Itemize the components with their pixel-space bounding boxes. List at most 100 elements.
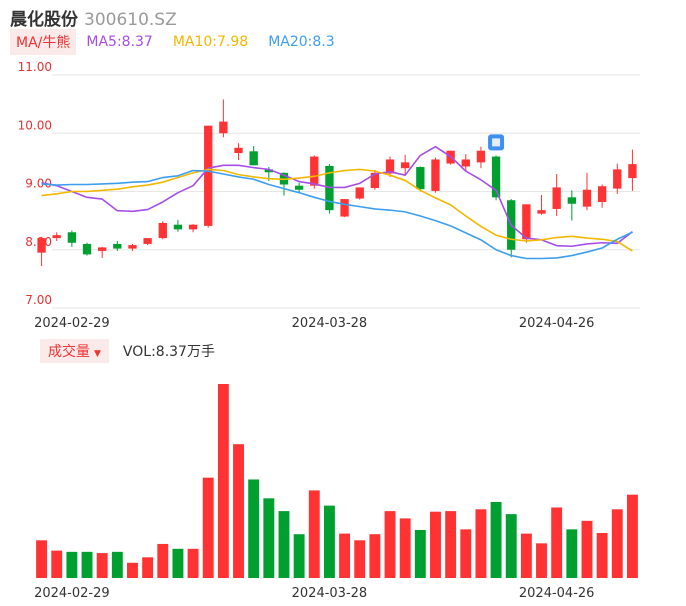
volume-bar xyxy=(505,514,517,578)
ma-line-ma10 xyxy=(41,168,633,252)
volume-toggle-label: 成交量 xyxy=(48,344,90,360)
volume-bar xyxy=(551,507,563,578)
candle-body xyxy=(416,167,425,190)
volume-bar xyxy=(66,551,78,578)
volume-bar xyxy=(278,511,290,578)
volume-bar xyxy=(142,557,154,578)
volume-bar xyxy=(566,529,578,578)
volume-bar xyxy=(399,518,411,578)
volume-bar xyxy=(384,511,396,578)
volume-bar xyxy=(81,551,93,578)
news-marker-glyph xyxy=(492,138,501,147)
volume-bar xyxy=(293,534,305,578)
ma-line-ma5 xyxy=(41,145,633,248)
volume-bar xyxy=(430,511,441,578)
news-marker-icon xyxy=(488,134,505,151)
volume-toggle-button[interactable]: 成交量 ▼ xyxy=(40,339,109,363)
candle-body xyxy=(476,150,486,163)
candle-body xyxy=(597,186,607,202)
candle-body xyxy=(461,159,470,167)
volume-bar xyxy=(51,550,63,578)
candle-body xyxy=(537,210,546,214)
volume-bar xyxy=(202,477,214,578)
ma10-legend: MA10:7.98 xyxy=(172,34,249,50)
price-chart[interactable]: 7.008.009.0010.0011.002024-02-292024-03-… xyxy=(0,0,686,335)
volume-bar xyxy=(323,505,335,578)
ma20-legend: MA20:8.3 xyxy=(268,34,335,50)
price-tick-label: 11.00 xyxy=(18,60,52,74)
price-tick-label: 7.00 xyxy=(25,293,52,307)
candle-body xyxy=(82,243,92,255)
candle-body xyxy=(219,121,228,134)
candle-body xyxy=(143,238,152,244)
price-x-tick-label: 2024-03-28 xyxy=(292,316,368,331)
candle-body xyxy=(385,159,395,174)
candle-body xyxy=(67,232,77,243)
price-tick-label: 10.00 xyxy=(18,118,52,132)
candle-body xyxy=(204,125,213,226)
volume-bar xyxy=(490,501,502,578)
volume-bar xyxy=(445,511,457,578)
volume-bar xyxy=(127,562,138,578)
price-tick-label: 9.00 xyxy=(25,177,52,191)
stock-title: 晨化股份 300610.SZ xyxy=(10,5,177,30)
caret-down-icon: ▼ xyxy=(94,349,101,359)
volume-bar xyxy=(263,498,275,578)
volume-x-tick-label: 2024-04-26 xyxy=(519,586,595,601)
volume-bar xyxy=(172,548,184,578)
volume-bar xyxy=(339,533,351,578)
ma5-legend: MA5:8.37 xyxy=(86,34,153,50)
volume-bar xyxy=(96,553,108,578)
candle-body xyxy=(128,245,137,249)
candle-body xyxy=(582,189,592,207)
volume-bar xyxy=(475,509,487,578)
volume-value: VOL:8.37万手 xyxy=(122,344,215,360)
volume-legend: 成交量 ▼ VOL:8.37万手 xyxy=(40,339,215,363)
candle-body xyxy=(552,187,561,209)
volume-bar xyxy=(111,551,123,578)
candle-body xyxy=(431,159,440,191)
candle-body xyxy=(401,162,410,169)
volume-bar xyxy=(596,532,608,578)
volume-bar xyxy=(157,543,169,578)
volume-bar xyxy=(187,548,199,578)
candle-body xyxy=(52,235,61,239)
candle-body xyxy=(98,247,107,251)
volume-bar xyxy=(308,490,320,578)
candle-body xyxy=(294,185,304,190)
volume-bar xyxy=(581,520,593,578)
candle-body xyxy=(37,238,46,253)
volume-bar xyxy=(233,444,244,578)
candle-body xyxy=(188,224,198,230)
volume-bar xyxy=(536,543,547,578)
volume-bar xyxy=(354,540,366,578)
candle-body xyxy=(628,164,637,179)
candle-body xyxy=(158,222,167,239)
candle-body xyxy=(249,151,258,166)
candle-body xyxy=(234,147,243,154)
ma-toggle-button[interactable]: MA/牛熊 xyxy=(10,29,77,55)
volume-bar xyxy=(217,384,229,578)
price-x-tick-label: 2024-02-29 xyxy=(34,316,110,331)
candle-body xyxy=(310,156,319,186)
candle-body xyxy=(567,197,576,204)
candle-body xyxy=(613,169,622,189)
candle-body xyxy=(522,204,531,240)
candle-body xyxy=(173,224,183,230)
volume-bar xyxy=(248,479,260,578)
volume-bar xyxy=(369,534,381,578)
candle-body xyxy=(264,169,273,173)
candle-body xyxy=(370,172,380,189)
volume-bar xyxy=(414,529,426,578)
stock-code: 300610.SZ xyxy=(84,10,177,30)
candle-body xyxy=(355,187,364,199)
ma-line-ma20 xyxy=(41,169,633,260)
volume-chart[interactable]: 2024-02-29 2024-03-28 2024-04-26 xyxy=(0,366,686,606)
volume-bar xyxy=(626,494,638,578)
volume-bar xyxy=(460,529,472,578)
candle-body xyxy=(340,199,349,217)
ma-legend: MA/牛熊 MA5:8.37 MA10:7.98 MA20:8.3 xyxy=(10,29,335,55)
volume-x-tick-label: 2024-03-28 xyxy=(292,586,368,601)
volume-bar xyxy=(611,509,623,578)
stock-name: 晨化股份 xyxy=(10,10,78,30)
